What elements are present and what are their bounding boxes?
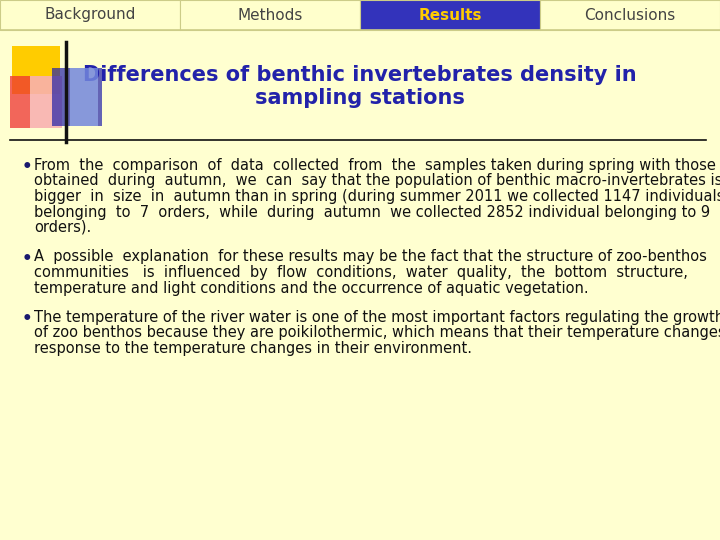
Text: temperature and light conditions and the occurrence of aquatic vegetation.: temperature and light conditions and the…	[34, 280, 589, 295]
Bar	[360, 0, 540, 30]
Text: Differences of benthic invertebrates density in: Differences of benthic invertebrates den…	[84, 65, 636, 85]
Bar	[180, 0, 360, 30]
Text: Results: Results	[418, 8, 482, 23]
Bar	[540, 0, 720, 30]
Bar	[52, 68, 102, 126]
Text: A  possible  explanation  for these results may be the fact that the structure o: A possible explanation for these results…	[34, 249, 707, 265]
Text: obtained  during  autumn,  we  can  say that the population of benthic macro-inv: obtained during autumn, we can say that …	[34, 173, 720, 188]
Text: of zoo benthos because they are poikilothermic, which means that their temperatu: of zoo benthos because they are poikilot…	[34, 326, 720, 341]
Text: belonging  to  7  orders,  while  during  autumn  we collected 2852 individual b: belonging to 7 orders, while during autu…	[34, 205, 710, 219]
Text: •: •	[22, 158, 32, 176]
Bar	[70, 68, 98, 126]
Bar	[12, 46, 60, 94]
Text: From  the  comparison  of  data  collected  from  the  samples taken during spri: From the comparison of data collected fr…	[34, 158, 716, 173]
Text: Background: Background	[45, 8, 135, 23]
Text: orders).: orders).	[34, 220, 91, 235]
Text: response to the temperature changes in their environment.: response to the temperature changes in t…	[34, 341, 472, 356]
Text: •: •	[22, 249, 32, 267]
Text: •: •	[22, 310, 32, 328]
Bar	[30, 76, 62, 128]
Text: Conclusions: Conclusions	[585, 8, 675, 23]
Text: communities   is  influenced  by  flow  conditions,  water  quality,  the  botto: communities is influenced by flow condit…	[34, 265, 688, 280]
Text: sampling stations: sampling stations	[255, 88, 465, 108]
Text: bigger  in  size  in  autumn than in spring (during summer 2011 we collected 114: bigger in size in autumn than in spring …	[34, 189, 720, 204]
Text: The temperature of the river water is one of the most important factors regulati: The temperature of the river water is on…	[34, 310, 720, 325]
Bar	[10, 76, 62, 128]
Text: Methods: Methods	[238, 8, 302, 23]
Bar	[0, 0, 180, 30]
